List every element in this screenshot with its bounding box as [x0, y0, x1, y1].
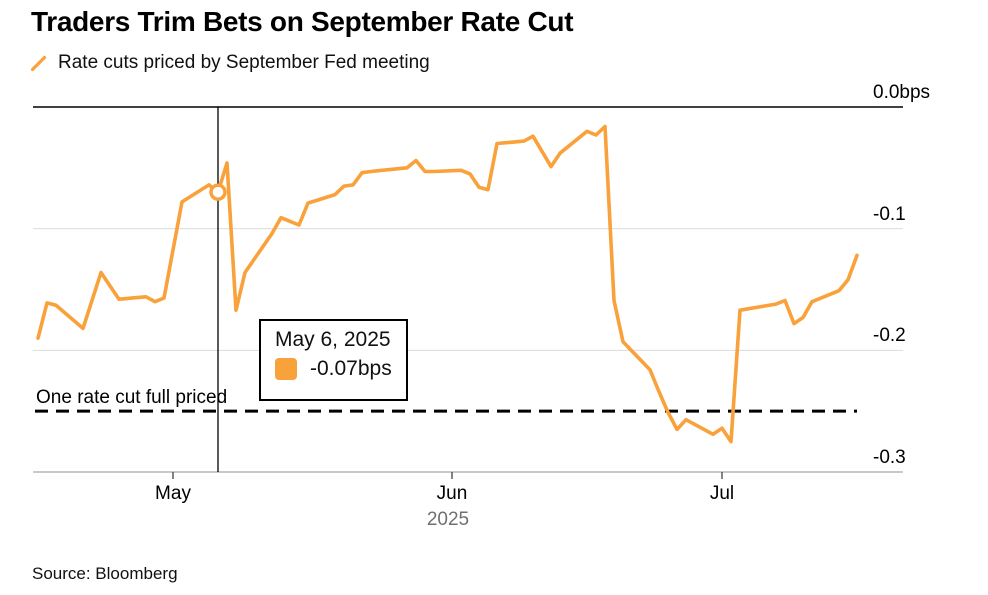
rate-cut-series-line[interactable] [36, 124, 859, 444]
legend: Rate cuts priced by September Fed meetin… [30, 52, 430, 74]
legend-label: Rate cuts priced by September Fed meetin… [58, 52, 430, 73]
reference-line-label: One rate cut full priced [36, 387, 228, 408]
tooltip-value: -0.07bps [310, 357, 392, 380]
hover-marker[interactable] [209, 183, 227, 201]
chart-title: Traders Trim Bets on September Rate Cut [31, 6, 574, 37]
tooltip: May 6, 2025 -0.07bps [259, 319, 408, 401]
series-slash-icon [30, 55, 47, 72]
source-credit: Source: Bloomberg [32, 564, 178, 583]
tooltip-date: May 6, 2025 [275, 328, 391, 351]
tooltip-series-swatch-icon [275, 358, 297, 380]
